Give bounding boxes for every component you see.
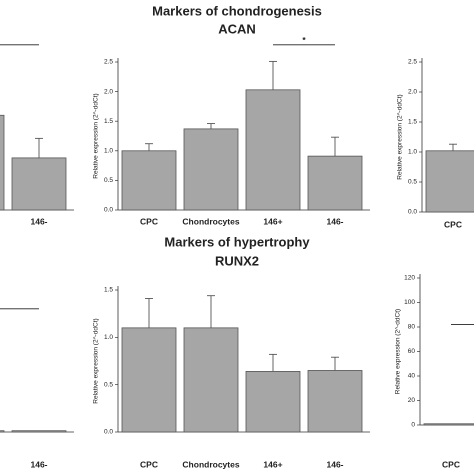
y-tick-label: 0.5	[104, 177, 113, 184]
x-tick-label: 146+	[263, 459, 282, 469]
y-tick-label: 1.0	[104, 148, 113, 155]
panel-title: Markers of hypertrophy	[164, 234, 310, 249]
y-tick-label: 2.5	[104, 59, 113, 66]
bar	[11, 430, 67, 433]
y-axis-label: Relative expression (2^-ddCt)	[93, 318, 100, 403]
bar	[245, 89, 301, 211]
bar	[0, 430, 5, 433]
bar	[121, 150, 177, 211]
y-tick-label: 1.0	[408, 149, 417, 156]
y-axis-label: Relative expression (2^-ddCt)	[397, 94, 404, 179]
y-tick-label: 2.5	[408, 59, 417, 66]
y-tick-label: 2.0	[104, 88, 113, 95]
y-tick-label: 0.5	[408, 179, 417, 186]
bar	[183, 327, 239, 433]
y-tick-label: 0	[411, 422, 415, 429]
y-tick-label: 0.0	[408, 209, 417, 216]
y-tick-label: 40	[408, 373, 416, 380]
y-tick-label: 120	[404, 275, 415, 282]
bar	[423, 423, 474, 426]
y-tick-label: 80	[408, 324, 416, 331]
y-tick-label: 2.0	[408, 89, 417, 96]
significance-mark: *	[302, 35, 306, 45]
y-axis-label: Relative expression (2^-ddCt)	[395, 309, 402, 394]
panel-subtitle: ACAN	[218, 21, 256, 36]
x-tick-label: CPC	[442, 459, 460, 469]
x-tick-label: Chondrocytes	[182, 459, 239, 469]
bar	[0, 114, 5, 211]
bar	[183, 128, 239, 211]
x-tick-label: 146-	[326, 216, 343, 226]
bar	[307, 370, 363, 433]
y-tick-label: 60	[408, 348, 416, 355]
x-tick-label: 146-	[30, 216, 47, 226]
y-tick-label: 1.5	[104, 118, 113, 125]
bar	[121, 327, 177, 433]
y-axis-label: Relative expression (2^-ddCt)	[93, 93, 100, 178]
y-tick-label: 1.5	[408, 119, 417, 126]
y-tick-label: 0.5	[104, 381, 113, 388]
y-tick-label: 1.5	[104, 287, 113, 294]
panel-title: Markers of chondrogenesis	[152, 3, 322, 18]
panel-subtitle: RUNX2	[215, 253, 259, 268]
x-tick-label: 146-	[30, 459, 47, 469]
x-tick-label: 146-	[326, 459, 343, 469]
y-tick-label: 1.0	[104, 334, 113, 341]
y-tick-label: 0.0	[104, 429, 113, 436]
bar	[11, 157, 67, 211]
bar	[425, 150, 474, 213]
x-tick-label: CPC	[444, 219, 462, 229]
bar	[307, 155, 363, 211]
y-tick-label: 0.0	[104, 207, 113, 214]
y-tick-label: 100	[404, 299, 415, 306]
x-tick-label: CPC	[140, 459, 158, 469]
x-tick-label: CPC	[140, 216, 158, 226]
bar	[245, 371, 301, 433]
y-tick-label: 20	[408, 397, 416, 404]
x-tick-label: 146+	[263, 216, 282, 226]
x-tick-label: Chondrocytes	[182, 216, 239, 226]
